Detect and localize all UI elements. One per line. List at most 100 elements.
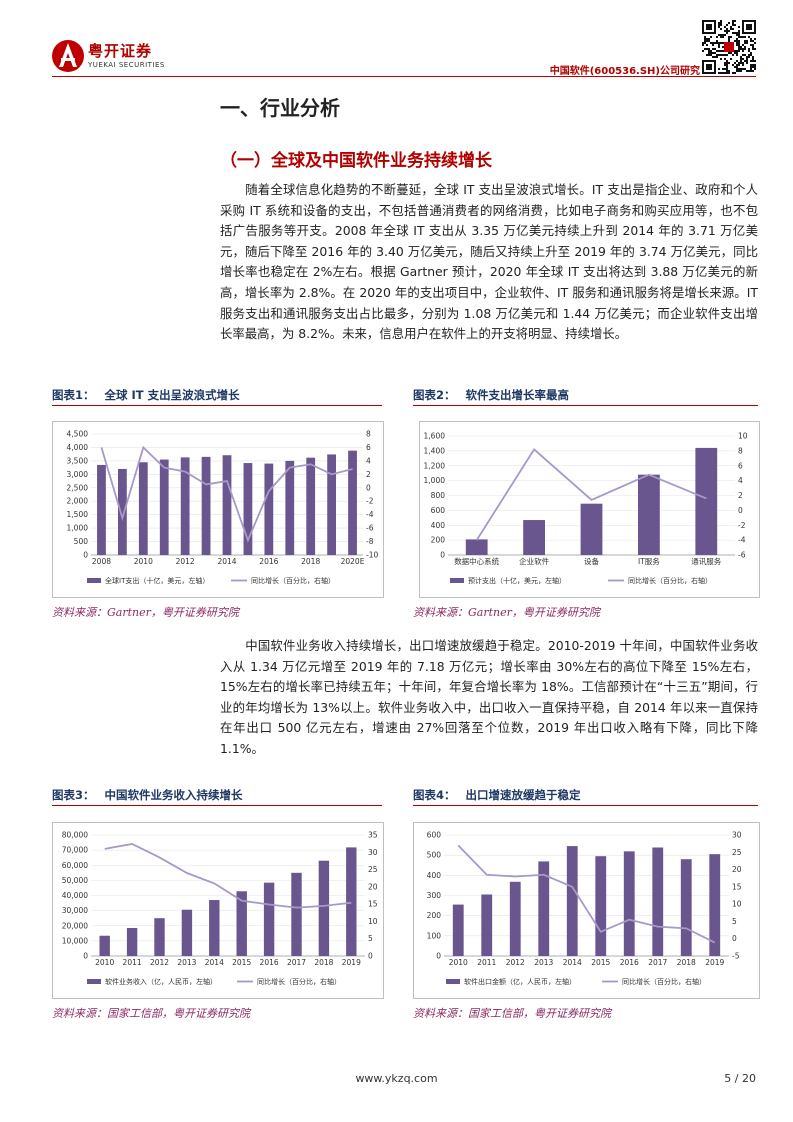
y-left-tick-label: 100 [427,931,442,940]
paragraph-it-spending: 随着全球信息化趋势的不断蔓延，全球 IT 支出呈波浪式增长。IT 支出是指企业、… [220,182,758,342]
legend-label-line: 同比增长（百分比，右轴） [257,977,341,986]
y-left-tick-label: 3,000 [67,470,89,479]
figure-4-rule [413,805,758,806]
y-left-tick-label: 400 [431,521,446,530]
y-left-tick-label: 2,000 [67,497,89,506]
y-right-tick-label: 8 [366,430,371,439]
y-right-tick-label: 0 [368,952,373,961]
paragraph-china-software: 中国软件业务收入持续增长，出口增速放缓趋于稳定。2010-2019 十年间，中国… [220,638,758,756]
bar [99,935,110,956]
y-right-tick-label: 10 [738,432,748,441]
brand-logo [52,40,84,72]
report-header-label: 中国软件(600536.SH)公司研究 [549,66,700,77]
y-right-tick-label: 6 [366,443,371,452]
y-right-tick-label: 2 [738,491,743,500]
x-tick-label: 2016 [260,958,279,967]
legend-label-line: 同比增长（百分比，右轴） [628,576,712,585]
bar [180,457,190,555]
y-right-tick-label: -8 [366,537,374,546]
y-left-tick-label: 400 [427,871,442,880]
bar [327,454,337,555]
y-left-tick-label: 800 [431,491,446,500]
qr-code-icon [702,20,756,74]
bar [159,459,169,555]
y-left-tick-label: 0 [83,952,88,961]
y-left-tick-label: 0 [440,551,445,560]
footer-url[interactable]: www.ykzq.com [355,1072,438,1085]
y-right-tick-label: 15 [368,900,378,909]
legend-swatch-bar [87,578,101,583]
growth-line [100,445,353,543]
bar [243,463,253,555]
x-tick-label: 2013 [177,958,196,967]
bar [637,474,660,555]
legend-label-bar: 全球IT支出（十亿，美元，左轴） [105,576,209,585]
x-tick-label: 2012 [150,958,169,967]
legend-swatch-bar [446,979,460,984]
bar [523,520,546,555]
y-right-tick-label: 10 [732,900,742,909]
y-right-tick-label: 0 [732,934,737,943]
x-tick-label: 2011 [477,958,496,967]
y-right-tick-label: 20 [732,865,742,874]
chart-1: 0 500 1,000 1,500 2,000 2,500 3,000 3,500 4,000 4… [67,430,379,586]
bar [285,460,295,555]
bar [222,455,232,555]
x-tick-label: 2019 [705,958,724,967]
x-tick-label: 2015 [591,958,610,967]
growth-line [475,448,707,541]
y-right-tick-label: 4 [738,476,743,485]
figure-3-source: 资料来源：国家工信部，粤开证券研究院 [52,1007,250,1020]
y-left-tick-label: 1,400 [424,446,446,455]
page-number: 5 / 20 [724,1072,756,1085]
x-tick-label: 数据中心系统 [454,556,499,566]
chart-4: 0 100 200 300 400 500 600 -5 0 5 10 15 20 25 30 2010 201… [427,831,742,987]
y-right-tick-label: -6 [366,524,374,533]
y-left-tick-label: 50,000 [62,876,88,885]
x-tick-label: 2008 [92,557,111,566]
bar [680,859,692,956]
figure-2-title: 图表2： 软件支出增长率最高 [413,388,570,402]
legend-swatch-bar [450,578,464,583]
x-tick-label: 2012 [506,958,525,967]
y-left-tick-label: 600 [427,831,442,840]
y-left-tick-label: 1,000 [67,524,89,533]
logo-mark-icon [52,40,84,72]
x-tick-label: 2018 [314,958,333,967]
sub-section-title: （一）全球及中国软件业务持续增长 [220,151,492,171]
x-tick-label: 2011 [123,958,142,967]
y-left-tick-label: 0 [436,952,441,961]
bar [580,503,603,555]
bar [481,894,493,956]
bar [348,450,357,555]
y-right-tick-label: 8 [738,446,743,455]
y-right-tick-label: -6 [738,551,746,560]
y-left-tick-label: 200 [427,911,442,920]
legend-label-line: 同比增长（百分比，右轴） [622,977,706,986]
y-left-tick-label: 0 [83,551,88,560]
y-left-tick-label: 2,500 [67,483,89,492]
y-left-tick-label: 1,000 [424,476,446,485]
section-title: 一、行业分析 [220,96,340,120]
growth-line [104,843,352,909]
y-right-tick-label: 30 [368,848,378,857]
y-right-tick-label: 15 [732,882,742,891]
x-tick-label: 2012 [176,557,195,566]
bar [154,918,165,956]
x-tick-label: 2014 [217,557,236,566]
chart-3: 0 10,000 20,000 30,000 40,000 50,000 60,000 70,… [62,831,378,987]
chart-1-frame: 0 500 1,000 1,500 2,000 2,500 3,000 3,500 4,000 4… [52,421,384,598]
y-right-tick-label: 35 [368,831,378,840]
bar [236,891,247,956]
y-right-tick-label: 5 [368,934,373,943]
figure-2-source: 资料来源：Gartner，粤开证券研究院 [413,606,600,619]
bar [465,539,488,555]
y-left-tick-label: 3,500 [67,456,89,465]
y-right-tick-label: 10 [368,917,378,926]
x-tick-label: 通讯服务 [691,556,721,566]
header-divider [52,76,756,77]
legend-label-bar: 预计支出（十亿，美元，左轴） [468,576,566,585]
bar [126,928,138,956]
legend-label-bar: 软件业务收入（亿，人民币，左轴） [105,977,217,986]
x-tick-label: 2020E [341,557,365,566]
